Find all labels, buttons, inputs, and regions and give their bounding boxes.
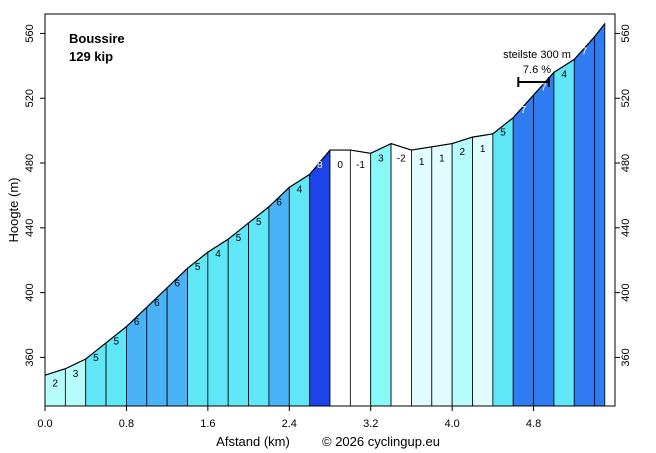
credit-text: © 2026 cyclingup.eu	[322, 434, 440, 449]
profile-line-layer	[44, 23, 606, 376]
y-tick-label-right-4: 520	[620, 89, 632, 107]
y-tick-label-right-2: 440	[620, 219, 632, 237]
profile-line	[44, 23, 606, 376]
grade-label-16: 3	[378, 154, 384, 165]
x-axis-title: Afstand (km)	[216, 434, 290, 449]
grade-label-9: 5	[236, 233, 242, 244]
grade-label-24: 7	[541, 82, 547, 93]
segment-9	[227, 222, 249, 407]
grade-label-23: 7	[521, 105, 527, 116]
y-axis-right: 360 400 440 480 520 560	[615, 24, 632, 367]
grade-label-7: 5	[195, 262, 201, 273]
grade-label-11: 6	[276, 197, 282, 208]
x-tick-label-6: 4.8	[526, 418, 541, 430]
y-tick-label-left-3: 480	[24, 154, 36, 172]
plot-frame	[44, 13, 616, 407]
segment-10	[248, 205, 270, 407]
segment-16	[370, 142, 392, 407]
grade-labels-layer: 2 3 5 5 6 6 6 5 4 5 5 6 4 8 0 -1 3 -2 1 1 2 1 5 7 7 4 7	[52, 47, 587, 390]
segment-14	[329, 149, 351, 407]
segments-layer	[44, 22, 606, 407]
grade-label-1: 3	[73, 369, 79, 380]
y-tick-label-right-0: 360	[620, 348, 632, 366]
segment-19	[431, 143, 453, 407]
chart-subtitle: 129 kip	[69, 49, 113, 64]
grade-label-2: 5	[93, 353, 99, 364]
grade-label-12: 4	[297, 184, 303, 195]
segment-18	[411, 146, 433, 407]
steepest-label: steilste 300 m	[503, 49, 571, 61]
grade-label-19: 1	[439, 154, 445, 165]
y-tick-label-left-0: 360	[24, 348, 36, 366]
y-tick-label-left-1: 400	[24, 283, 36, 301]
segment-11	[268, 186, 290, 407]
x-tick-label-3: 2.4	[282, 418, 297, 430]
segment-7	[187, 251, 209, 407]
grade-label-3: 5	[113, 337, 119, 348]
segment-17	[390, 143, 412, 407]
segment-12	[288, 173, 311, 407]
segment-13	[309, 148, 331, 407]
x-tick-label-4: 3.2	[363, 418, 378, 430]
segment-21	[472, 133, 494, 407]
y-tick-label-left-5: 560	[24, 24, 36, 42]
grade-label-26: 7	[582, 47, 588, 58]
segment-1	[64, 358, 87, 407]
grade-label-5: 6	[154, 298, 160, 309]
y-axis-title: Hoogte (m)	[6, 177, 21, 242]
segment-8	[207, 238, 229, 407]
y-tick-label-right-1: 400	[620, 283, 632, 301]
grade-label-10: 5	[256, 217, 262, 228]
grade-label-0: 2	[52, 379, 58, 390]
grade-label-13: 8	[317, 160, 323, 171]
grade-label-15: -1	[356, 160, 365, 171]
segment-15	[349, 149, 372, 407]
y-tick-label-right-3: 480	[620, 154, 632, 172]
segment-20	[451, 136, 473, 407]
grade-label-14: 0	[337, 160, 343, 171]
steepest-marker	[517, 77, 550, 87]
grade-label-6: 6	[175, 278, 181, 289]
segment-23	[512, 93, 534, 407]
y-tick-label-left-2: 440	[24, 219, 36, 237]
segment-25	[553, 58, 575, 407]
x-tick-label-2: 1.6	[200, 418, 215, 430]
y-tick-label-left-4: 520	[24, 89, 36, 107]
x-tick-label-1: 0.8	[119, 418, 134, 430]
y-tick-label-right-5: 560	[620, 24, 632, 42]
grade-label-25: 4	[561, 69, 567, 80]
grade-label-22: 5	[500, 128, 506, 139]
grade-label-8: 4	[215, 249, 221, 260]
grade-label-20: 2	[460, 147, 466, 158]
segment-26	[573, 35, 596, 407]
chart-title: Boussire	[69, 31, 125, 46]
grade-label-21: 1	[480, 144, 486, 155]
x-axis: 0.0 0.8 1.6 2.4 3.2 4.0 4.8	[37, 406, 541, 430]
segment-22	[492, 116, 514, 407]
grade-label-18: 1	[419, 157, 425, 168]
grade-label-17: -2	[397, 154, 406, 165]
steepest-value: 7.6 %	[523, 64, 551, 76]
grade-label-4: 6	[134, 317, 140, 328]
x-tick-label-5: 4.0	[444, 418, 459, 430]
x-tick-label-0: 0.0	[37, 418, 52, 430]
segment-27	[594, 22, 606, 407]
y-axis-left: 360 400 440 480 520 560	[24, 24, 45, 367]
segment-24	[533, 71, 555, 407]
